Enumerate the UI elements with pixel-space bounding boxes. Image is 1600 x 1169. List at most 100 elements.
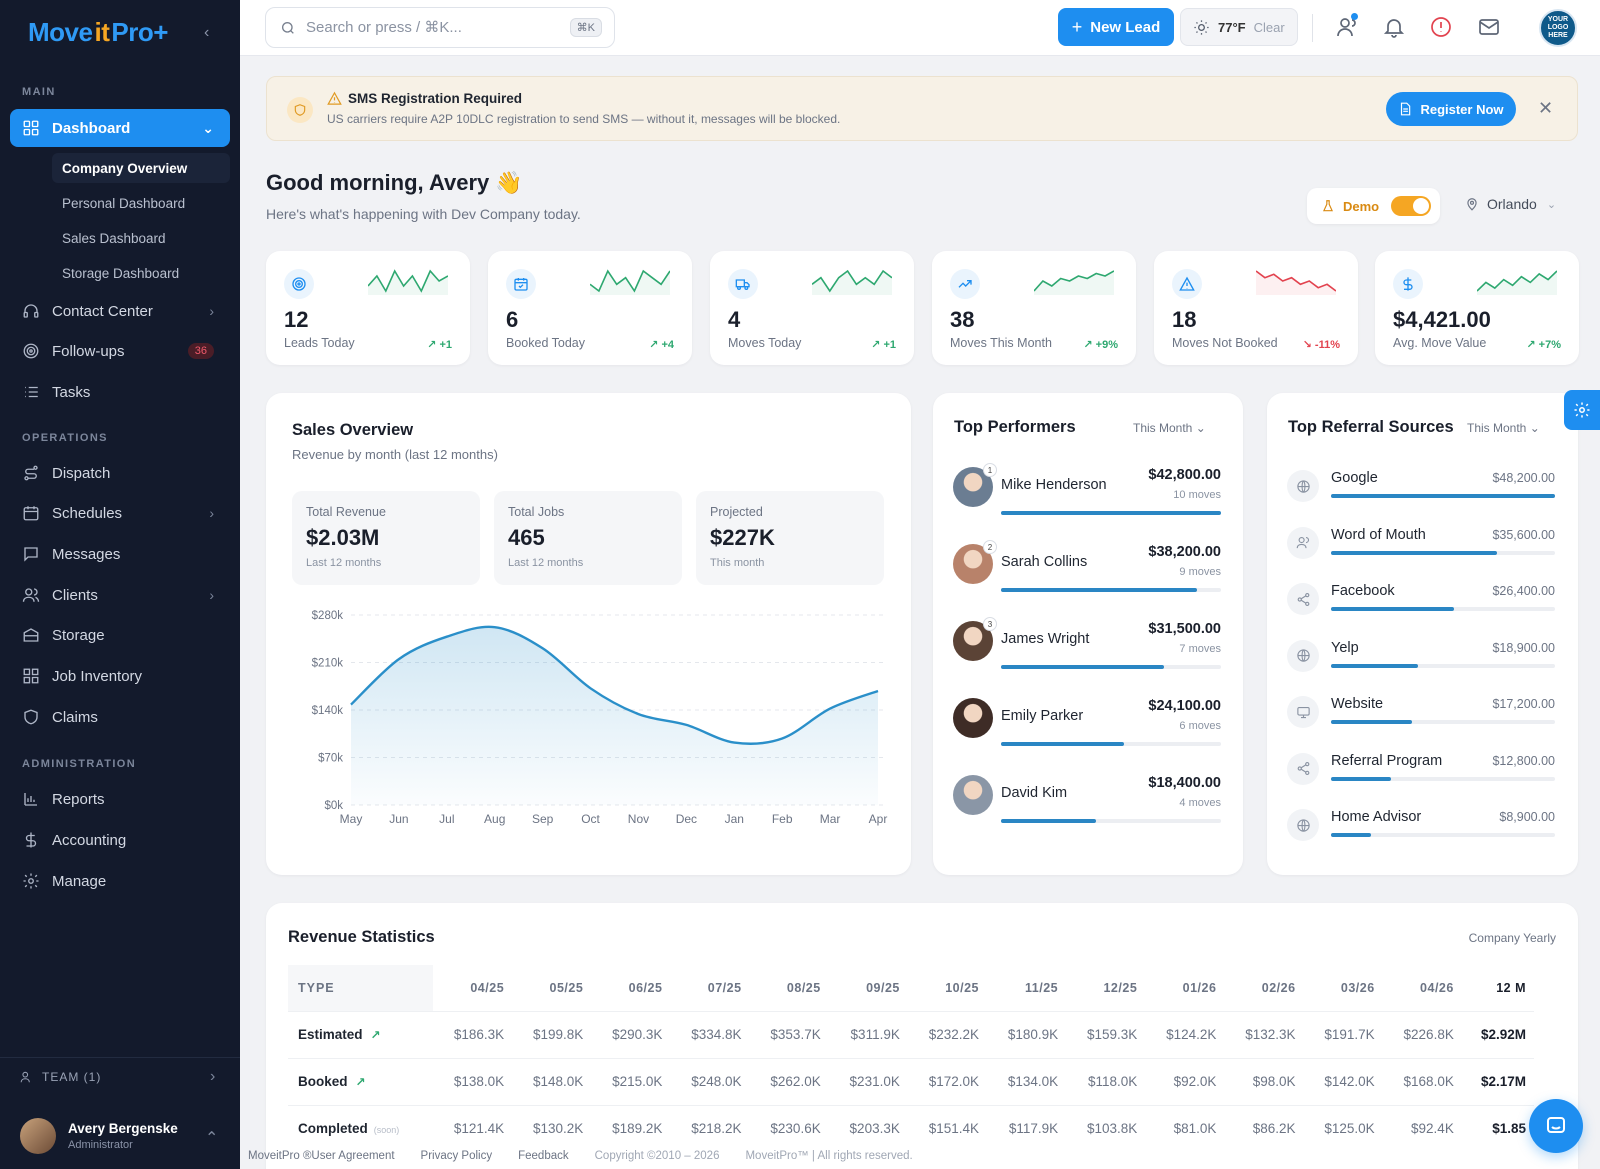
performer-row[interactable]: 1 Mike Henderson $42,800.00 10 moves: [953, 463, 1221, 527]
row-type: Completed (soon): [288, 1104, 433, 1152]
sidebar-item-label: Storage: [52, 626, 105, 644]
users-icon: [20, 1071, 30, 1083]
bell-icon[interactable]: [1382, 15, 1406, 39]
user-agreement-link[interactable]: MoveitPro ®User Agreement: [248, 1150, 395, 1162]
alert-circle-icon[interactable]: [1429, 15, 1453, 39]
data-point-sep[interactable]: [540, 645, 546, 651]
close-icon[interactable]: ✕: [1538, 98, 1554, 118]
sidebar-item-clients[interactable]: Clients ›: [10, 576, 230, 614]
sidebar-item-claims[interactable]: Claims: [10, 698, 230, 736]
sidebar-sub-company-overview[interactable]: Company Overview: [52, 153, 230, 183]
sidebar-item-reports[interactable]: Reports: [10, 780, 230, 818]
referral-row[interactable]: Word of Mouth $35,600.00: [1287, 526, 1555, 577]
brand-part-1: Move: [28, 16, 93, 47]
table-row[interactable]: Estimated ↗ $186.3K $199.8K $290.3K $334.8K $3…: [288, 1010, 1534, 1058]
mini-value: $2.03M: [306, 525, 380, 550]
demo-label: Demo: [1343, 198, 1380, 214]
referral-row[interactable]: Google $48,200.00: [1287, 470, 1555, 520]
sidebar-sub-storage-dashboard[interactable]: Storage Dashboard: [62, 265, 180, 281]
data-point-jul[interactable]: [444, 634, 450, 640]
team-icon[interactable]: [1335, 13, 1359, 39]
team-toggle[interactable]: TEAM (1): [20, 1070, 101, 1084]
sidebar-sub-personal-dashboard[interactable]: Personal Dashboard: [62, 195, 186, 211]
user-name: Avery Bergenske: [68, 1121, 178, 1136]
stat-card-moves-not-booked[interactable]: 18 Moves Not Booked ↘ -11%: [1154, 251, 1358, 365]
stat-card-avg-move-value[interactable]: $4,421.00 Avg. Move Value ↗ +7%: [1375, 251, 1579, 365]
demo-switch[interactable]: [1391, 196, 1431, 216]
table-cell: $130.2K: [512, 1104, 592, 1152]
search-input[interactable]: [306, 19, 556, 36]
stat-card-booked-today[interactable]: 6 Booked Today ↗ +4: [488, 251, 692, 365]
performer-row[interactable]: Emily Parker $24,100.00 6 moves: [953, 698, 1221, 758]
sidebar-item-manage[interactable]: Manage: [10, 862, 230, 900]
section-main: MAIN: [22, 86, 56, 98]
referrals-period-select[interactable]: This Month ⌄: [1467, 421, 1540, 435]
sidebar-item-dashboard[interactable]: Dashboard ⌄: [10, 109, 230, 147]
performer-row[interactable]: David Kim $18,400.00 4 moves: [953, 775, 1221, 835]
chevron-down-icon: ⌄: [1195, 421, 1206, 435]
stat-delta: ↗ +4: [649, 339, 674, 351]
sidebar-sub-sales-dashboard[interactable]: Sales Dashboard: [62, 230, 166, 246]
sidebar-item-schedules[interactable]: Schedules ›: [10, 494, 230, 532]
referral-row[interactable]: Facebook $26,400.00: [1287, 583, 1555, 633]
sidebar-item-messages[interactable]: Messages: [10, 535, 230, 573]
collapse-sidebar-icon[interactable]: ‹: [204, 24, 210, 41]
search-box[interactable]: ⌘K: [265, 7, 615, 48]
company-logo-avatar[interactable]: YOUR LOGO HERE: [1539, 9, 1577, 47]
referral-row[interactable]: Yelp $18,900.00: [1287, 639, 1555, 690]
data-point-mar[interactable]: [827, 706, 833, 712]
table-row[interactable]: Completed (soon) $121.4K $130.2K $189.2K $218…: [288, 1104, 1534, 1152]
settings-gear-tab[interactable]: [1564, 390, 1600, 430]
brand-logo[interactable]: Move it Pro+: [28, 14, 168, 50]
stat-delta: ↗ +9%: [1083, 339, 1118, 351]
register-now-button[interactable]: Register Now: [1386, 92, 1516, 126]
sidebar-item-tasks[interactable]: Tasks: [10, 373, 230, 411]
mail-icon[interactable]: [1477, 15, 1501, 39]
data-point-oct[interactable]: [588, 685, 594, 691]
feedback-link[interactable]: Feedback: [518, 1150, 569, 1162]
data-point-apr[interactable]: [875, 688, 881, 694]
chevron-up-icon[interactable]: ⌃: [205, 1130, 219, 1147]
revenue-area-fill: [351, 626, 878, 805]
data-point-may[interactable]: [348, 702, 354, 708]
sidebar-item-job-inventory[interactable]: Job Inventory: [10, 657, 230, 695]
data-point-feb[interactable]: [779, 736, 785, 742]
stat-card-moves-this-month[interactable]: 38 Moves This Month ↗ +9%: [932, 251, 1136, 365]
stat-delta: ↘ -11%: [1302, 339, 1340, 351]
sidebar-item-accounting[interactable]: Accounting: [10, 821, 230, 859]
search-icon: [282, 21, 294, 34]
performer-row[interactable]: 3 James Wright $31,500.00 7 moves: [953, 617, 1221, 681]
performers-period-select[interactable]: This Month ⌄: [1133, 421, 1206, 435]
data-point-jun[interactable]: [396, 656, 402, 662]
chevron-right-icon[interactable]: ›: [210, 1068, 216, 1085]
performer-row[interactable]: 2 Sarah Collins $38,200.00 9 moves: [953, 540, 1221, 604]
stat-card-leads-today[interactable]: 12 Leads Today ↗ +1: [266, 251, 470, 365]
stat-card-moves-today[interactable]: 4 Moves Today ↗ +1: [710, 251, 914, 365]
data-point-nov[interactable]: [635, 711, 641, 717]
sidebar-item-contact-center[interactable]: Contact Center ›: [10, 292, 230, 330]
location-selector[interactable]: Orlando ⌄: [1465, 196, 1556, 212]
referral-row[interactable]: Referral Program $12,800.00: [1287, 752, 1555, 803]
chat-button[interactable]: [1529, 1099, 1583, 1153]
user-profile[interactable]: Avery Bergenske Administrator: [20, 1118, 178, 1154]
data-point-dec[interactable]: [683, 722, 689, 728]
data-point-jan[interactable]: [731, 740, 737, 746]
demo-toggle[interactable]: Demo: [1307, 188, 1440, 224]
route-icon: [22, 464, 40, 482]
sidebar-item-storage[interactable]: Storage: [10, 616, 230, 654]
sidebar-item-follow-ups[interactable]: Follow-ups 36: [10, 332, 230, 370]
progress-fill: [1331, 663, 1419, 668]
referral-row[interactable]: Website $17,200.00: [1287, 696, 1555, 746]
referral-row[interactable]: Home Advisor $8,900.00: [1287, 809, 1555, 859]
table-row[interactable]: Booked ↗ $138.0K $148.0K $215.0K $248.0K $262.…: [288, 1057, 1534, 1105]
privacy-policy-link[interactable]: Privacy Policy: [420, 1150, 493, 1162]
revenue-period-select[interactable]: Company Yearly: [1468, 931, 1556, 945]
sidebar-item-label: Contact Center: [52, 302, 153, 320]
sidebar-item-dispatch[interactable]: Dispatch: [10, 454, 230, 492]
mini-value: $227K: [710, 525, 775, 550]
table-cell: $98.0K: [1224, 1057, 1304, 1105]
weather-widget[interactable]: 77°F Clear: [1180, 8, 1298, 46]
new-lead-button[interactable]: + New Lead: [1058, 8, 1174, 46]
data-point-aug[interactable]: [492, 624, 498, 630]
table-cell: $121.4K: [433, 1104, 513, 1152]
